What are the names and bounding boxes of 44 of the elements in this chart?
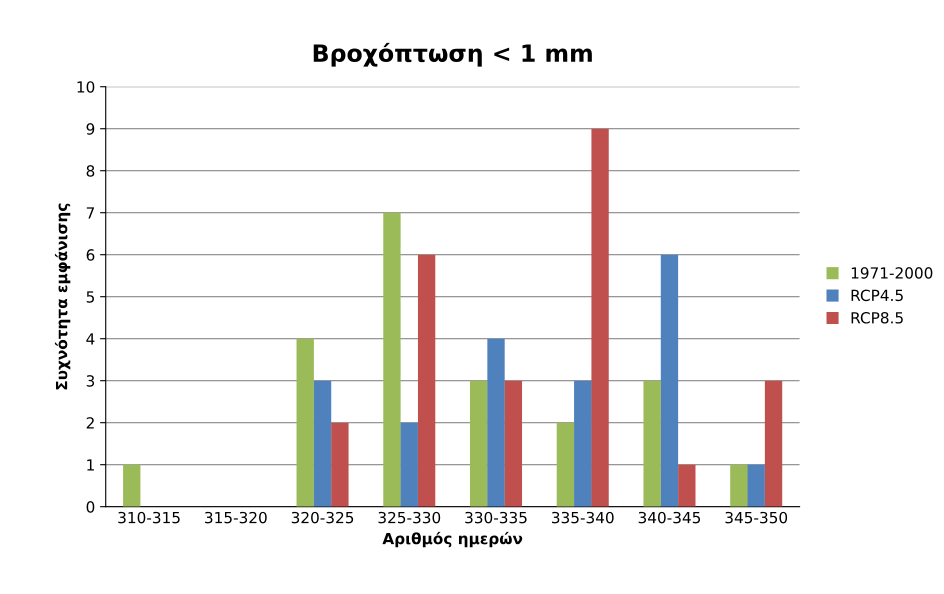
legend-label: RCP4.5 bbox=[852, 290, 903, 302]
x-tick-label: 310-315 bbox=[118, 512, 180, 524]
x-tick-label: 320-325 bbox=[292, 512, 354, 524]
bar bbox=[487, 338, 505, 507]
y-tick-label: 1 bbox=[87, 459, 94, 470]
bar bbox=[400, 422, 418, 507]
bar bbox=[296, 338, 314, 507]
x-tick-label: 340-345 bbox=[638, 512, 700, 524]
x-tick-label: 335-340 bbox=[552, 512, 614, 524]
x-tick-label: 315-320 bbox=[205, 512, 267, 524]
legend-label: 1971-2000 bbox=[852, 267, 932, 279]
bar bbox=[418, 254, 436, 507]
bar bbox=[730, 464, 748, 507]
bar bbox=[678, 464, 696, 507]
bar bbox=[764, 380, 782, 507]
y-tick-label: 3 bbox=[86, 375, 94, 387]
bar bbox=[643, 380, 661, 507]
bar bbox=[470, 380, 488, 507]
y-tick-label: 2 bbox=[86, 417, 94, 428]
bar bbox=[591, 128, 609, 507]
y-axis-title: Συχνότητα εμφάνισης bbox=[54, 204, 70, 390]
x-tick-label: 330-335 bbox=[465, 512, 527, 524]
x-axis-title: Αριθμός ημερών bbox=[382, 532, 522, 548]
bar bbox=[314, 380, 332, 507]
y-tick-label: 10 bbox=[78, 81, 94, 93]
bar bbox=[556, 422, 574, 507]
bar bbox=[331, 422, 349, 507]
bar bbox=[123, 464, 140, 507]
legend-label: RCP8.5 bbox=[852, 312, 903, 324]
x-tick-label: 325-330 bbox=[378, 512, 440, 524]
y-tick-label: 9 bbox=[86, 123, 94, 135]
bar bbox=[660, 254, 678, 507]
y-tick-label: 8 bbox=[86, 165, 94, 177]
x-tick-label: 345-350 bbox=[725, 512, 788, 524]
bar bbox=[748, 464, 765, 507]
y-tick-label: 0 bbox=[86, 501, 94, 513]
bar bbox=[574, 380, 592, 507]
y-tick-label: 6 bbox=[86, 249, 94, 261]
bar bbox=[504, 380, 522, 507]
y-tick-label: 4 bbox=[86, 333, 94, 345]
bar bbox=[383, 212, 401, 507]
y-tick-label: 7 bbox=[86, 207, 94, 219]
y-tick-label: 5 bbox=[86, 291, 94, 303]
chart-title: Βροχόπτωση < 1 mm bbox=[314, 42, 592, 67]
